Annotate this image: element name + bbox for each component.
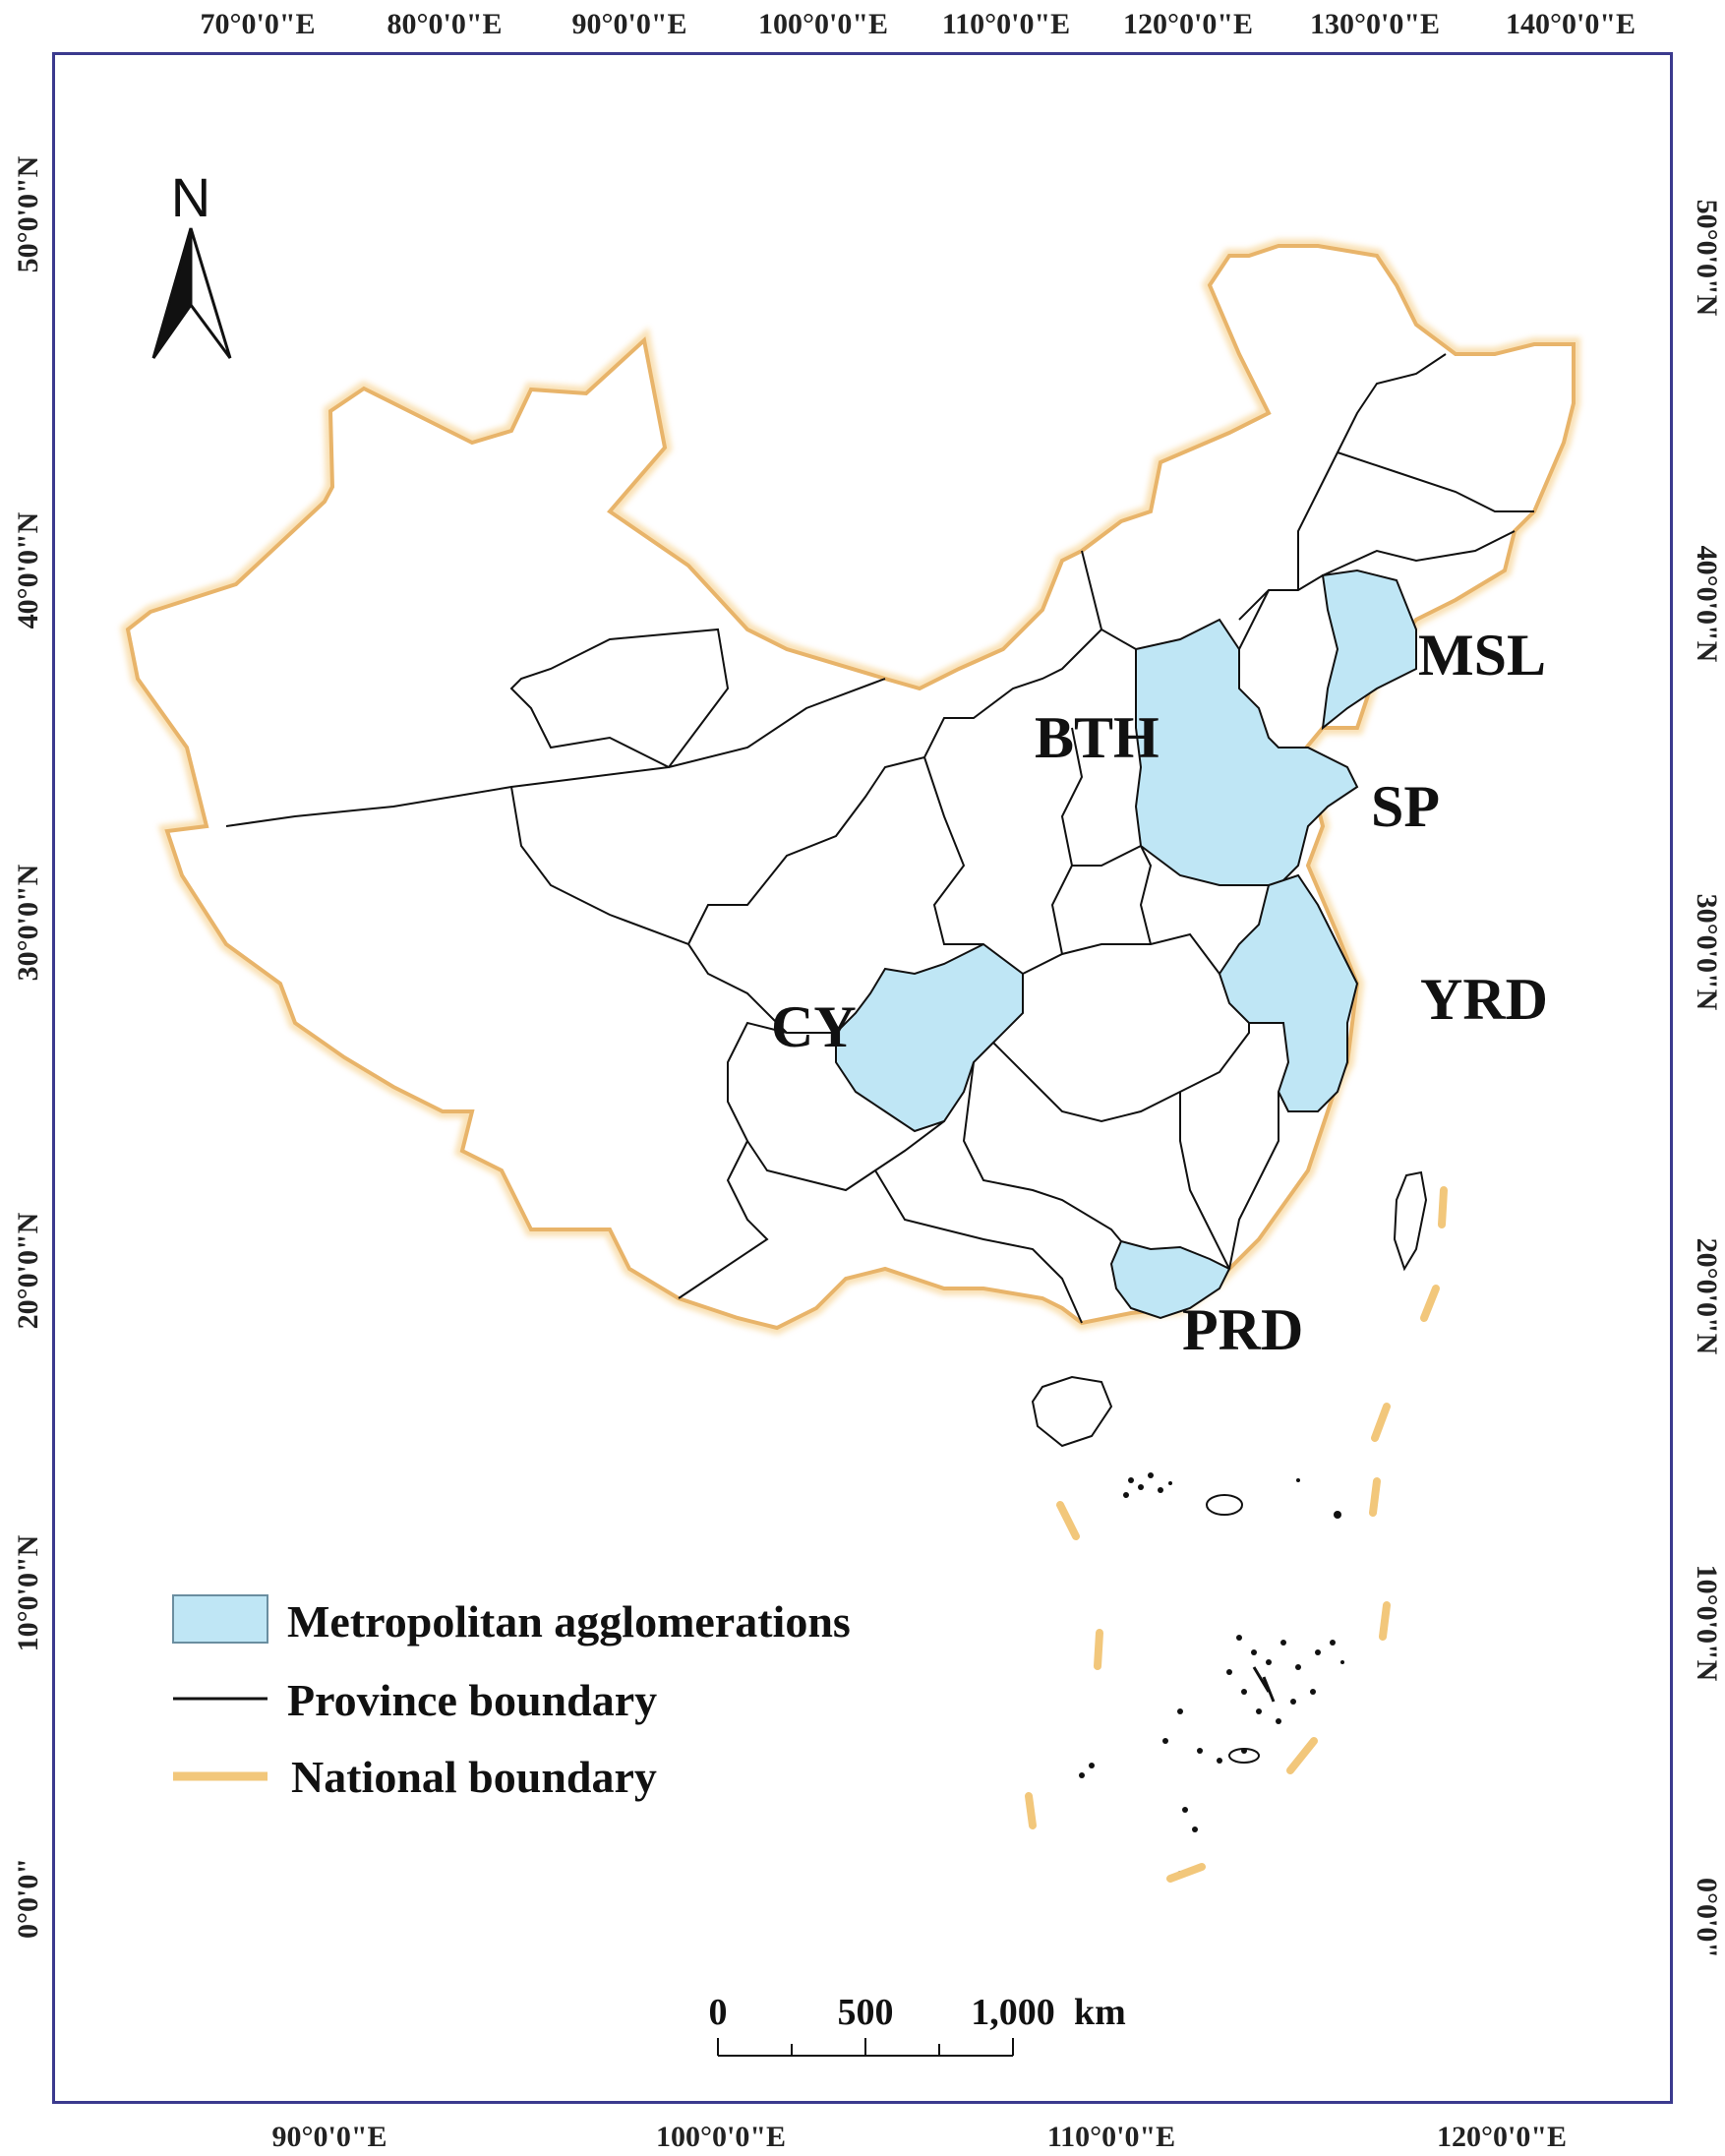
left-latitude-labels: 50°0'0"N 40°0'0"N 30°0'0"N 20°0'0"N 10°0… bbox=[12, 155, 44, 1939]
islands bbox=[1031, 1170, 1428, 1448]
sea-dash bbox=[1379, 1601, 1391, 1641]
lon-label-top: 110°0'0"E bbox=[942, 8, 1070, 40]
lon-label-bottom: 100°0'0"E bbox=[656, 2121, 786, 2153]
sea-dash bbox=[1094, 1629, 1103, 1670]
legend-province-label: Province boundary bbox=[287, 1675, 657, 1725]
lat-label-right: 40°0'0"N bbox=[1691, 546, 1723, 663]
lon-label-bottom: 90°0'0"E bbox=[272, 2121, 387, 2153]
province-line bbox=[1322, 530, 1516, 576]
top-longitude-labels: 70°0'0"E 80°0'0"E 90°0'0"E 100°0'0"E 110… bbox=[201, 8, 1636, 40]
lat-label-right: 20°0'0"N bbox=[1691, 1238, 1723, 1355]
province-line bbox=[1050, 727, 1084, 955]
sea-dash bbox=[1438, 1186, 1448, 1228]
scale-tick-label-0: 0 bbox=[709, 1992, 728, 2033]
province-boundaries bbox=[225, 353, 1534, 1324]
province-line bbox=[962, 1061, 1122, 1242]
lon-label-top: 70°0'0"E bbox=[201, 8, 316, 40]
bottom-longitude-labels: 90°0'0"E 100°0'0"E 110°0'0"E 120°0'0"E bbox=[272, 2121, 1568, 2153]
metro-area-bth-sp bbox=[1134, 618, 1359, 886]
lat-label-left: 40°0'0"N bbox=[12, 511, 44, 629]
lon-label-top: 140°0'0"E bbox=[1506, 8, 1636, 40]
legend-national-label: National boundary bbox=[291, 1752, 657, 1802]
sea-dash bbox=[1371, 1403, 1391, 1442]
metro-area-cy bbox=[835, 942, 1024, 1133]
sea-dash bbox=[1420, 1285, 1440, 1322]
sea-dash bbox=[1056, 1501, 1080, 1540]
lat-label-right: 10°0'0"N bbox=[1691, 1565, 1723, 1682]
hainan-island bbox=[1031, 1375, 1113, 1448]
lon-label-top: 120°0'0"E bbox=[1123, 8, 1253, 40]
region-label-prd: PRD bbox=[1182, 1297, 1303, 1362]
legend-metro-swatch bbox=[172, 1594, 268, 1644]
south-sea-islands bbox=[1079, 1472, 1344, 1877]
lon-label-top: 100°0'0"E bbox=[758, 8, 888, 40]
province-line bbox=[1179, 1092, 1230, 1270]
province-line bbox=[923, 756, 983, 945]
lon-label-bottom: 110°0'0"E bbox=[1047, 2121, 1175, 2153]
province-line bbox=[1139, 845, 1153, 945]
province-line bbox=[678, 1140, 769, 1299]
lat-label-left: 50°0'0"N bbox=[12, 155, 44, 272]
province-line bbox=[992, 1023, 1250, 1123]
province-line bbox=[1228, 1092, 1279, 1270]
province-line bbox=[1022, 932, 1220, 975]
scale-bar: 0 500 1,000 km bbox=[709, 1992, 1126, 2057]
north-arrow-right-half bbox=[189, 227, 232, 359]
north-arrow-left-half bbox=[151, 227, 193, 359]
lon-label-top: 90°0'0"E bbox=[572, 8, 687, 40]
region-label-yrd: YRD bbox=[1420, 967, 1548, 1032]
sea-dash bbox=[1286, 1737, 1318, 1774]
scale-tick-label-1000: 1,000 bbox=[971, 1992, 1055, 2033]
lat-label-left: 10°0'0"N bbox=[12, 1534, 44, 1651]
lat-label-left: 0°0'0" bbox=[12, 1858, 44, 1939]
sea-dash bbox=[1369, 1477, 1381, 1517]
lat-label-left: 20°0'0"N bbox=[12, 1212, 44, 1329]
metro-area-msl bbox=[1321, 569, 1417, 731]
metro-area-prd bbox=[1109, 1239, 1231, 1320]
province-line bbox=[1238, 574, 1324, 621]
metro-agglomerations bbox=[835, 569, 1417, 1320]
sea-boundary-dashes bbox=[1025, 1186, 1448, 1883]
province-line bbox=[668, 678, 886, 768]
scale-tick-label-500: 500 bbox=[838, 1992, 894, 2033]
north-arrow: N bbox=[151, 166, 232, 359]
lat-label-left: 30°0'0"N bbox=[12, 864, 44, 981]
province-line bbox=[509, 628, 730, 769]
province-line bbox=[1238, 589, 1270, 650]
national-boundary bbox=[120, 239, 1580, 1336]
taiwan-island bbox=[1393, 1170, 1428, 1272]
map-frame bbox=[52, 52, 1673, 2104]
sea-dash bbox=[1025, 1792, 1037, 1829]
province-line bbox=[225, 766, 670, 827]
lon-label-top: 130°0'0"E bbox=[1310, 8, 1440, 40]
scale-unit: km bbox=[1074, 1992, 1126, 2033]
sea-dash bbox=[1166, 1863, 1206, 1883]
national-boundary-line bbox=[125, 244, 1576, 1331]
province-line bbox=[1072, 845, 1142, 867]
region-label-cy: CY bbox=[771, 994, 857, 1059]
province-line bbox=[1337, 451, 1534, 512]
legend-metro-label: Metropolitan agglomerations bbox=[287, 1596, 851, 1647]
region-label-sp: SP bbox=[1371, 774, 1440, 839]
north-letter: N bbox=[171, 166, 210, 228]
province-line bbox=[1297, 353, 1447, 590]
lon-label-top: 80°0'0"E bbox=[387, 8, 503, 40]
province-line bbox=[727, 1021, 945, 1192]
lat-label-right: 30°0'0"N bbox=[1691, 894, 1723, 1011]
province-line bbox=[510, 786, 788, 1034]
legend: Metropolitan agglomerations Province bou… bbox=[172, 1594, 851, 1802]
province-line bbox=[1081, 550, 1137, 650]
right-latitude-labels: 50°0'0"N 40°0'0"N 30°0'0"N 20°0'0"N 10°0… bbox=[1691, 200, 1723, 1958]
region-label-msl: MSL bbox=[1418, 623, 1546, 688]
province-line bbox=[874, 1169, 1083, 1324]
region-labels: MSL BTH SP YRD CY PRD bbox=[771, 623, 1548, 1362]
lon-label-bottom: 120°0'0"E bbox=[1437, 2121, 1567, 2153]
region-label-bth: BTH bbox=[1035, 705, 1160, 770]
lat-label-right: 50°0'0"N bbox=[1691, 200, 1723, 317]
lat-label-right: 0°0'0" bbox=[1691, 1878, 1723, 1958]
